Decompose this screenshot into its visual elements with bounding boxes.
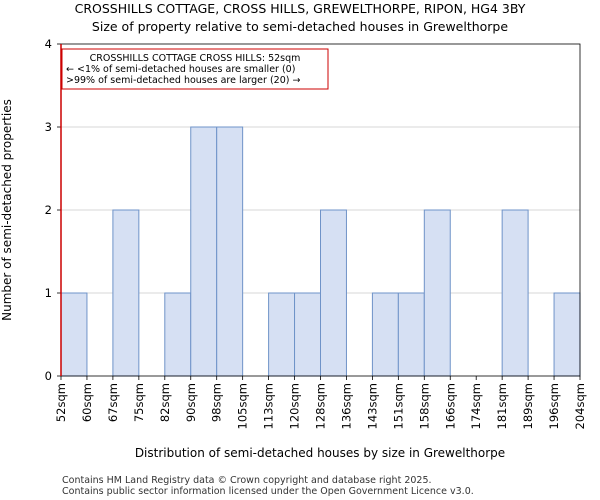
x-tick-label: 204sqm	[573, 383, 587, 429]
y-tick-label: 1	[45, 286, 52, 300]
chart-title: CROSSHILLS COTTAGE, CROSS HILLS, GREWELT…	[75, 1, 526, 16]
x-tick-label: 90sqm	[184, 383, 198, 422]
footer-line2: Contains public sector information licen…	[62, 486, 474, 497]
x-tick-label: 158sqm	[417, 383, 431, 429]
bar	[397, 292, 425, 377]
x-tick-label: 60sqm	[80, 383, 94, 422]
x-tick-label: 52sqm	[54, 383, 68, 422]
x-tick-label: 136sqm	[339, 383, 353, 429]
bar	[164, 292, 192, 377]
bar	[60, 292, 88, 377]
annotation-line3: >99% of semi-detached houses are larger …	[66, 75, 300, 86]
bar	[371, 292, 399, 377]
y-tick-label: 3	[45, 120, 52, 134]
annotation-line2: ← <1% of semi-detached houses are smalle…	[66, 64, 295, 75]
bar	[320, 209, 347, 377]
x-tick-label: 181sqm	[495, 383, 509, 429]
x-tick-label: 105sqm	[236, 383, 250, 429]
bar	[216, 126, 244, 377]
bars	[60, 126, 581, 377]
y-axis-label: Number of semi-detached properties	[0, 99, 14, 321]
x-tick-label: 75sqm	[132, 383, 146, 422]
footer-line1: Contains HM Land Registry data © Crown c…	[62, 475, 432, 486]
x-tick-label: 120sqm	[288, 383, 302, 429]
bar	[190, 126, 218, 377]
bar	[268, 292, 296, 377]
x-axis-label: Distribution of semi-detached houses by …	[135, 446, 505, 460]
x-tick-label: 113sqm	[262, 383, 276, 429]
bar	[112, 209, 140, 377]
y-tick-label: 0	[45, 369, 52, 383]
y-tick-label: 2	[45, 203, 52, 217]
x-tick-label: 151sqm	[391, 383, 405, 429]
y-tick-label: 4	[45, 37, 52, 51]
x-tick-label: 82sqm	[158, 383, 172, 422]
x-tick-label: 196sqm	[547, 383, 561, 429]
x-axis: 52sqm 60sqm 67sqm 75sqm 82sqm 90sqm 98sqm 105sq…	[54, 376, 587, 429]
x-tick-label: 166sqm	[443, 383, 457, 429]
x-tick-label: 98sqm	[210, 383, 224, 422]
annotation-box: CROSSHILLS COTTAGE CROSS HILLS: 52sqm ← …	[61, 48, 329, 90]
bar	[294, 292, 321, 377]
x-tick-label: 67sqm	[106, 383, 120, 422]
x-tick-label: 128sqm	[314, 383, 328, 429]
bar	[501, 209, 529, 377]
x-tick-label: 174sqm	[469, 383, 483, 429]
annotation-line1: CROSSHILLS COTTAGE CROSS HILLS: 52sqm	[90, 53, 301, 64]
bar	[423, 209, 451, 377]
bar	[553, 292, 581, 377]
y-axis: 0 1 2 3 4	[45, 37, 61, 383]
chart-subtitle: Size of property relative to semi-detach…	[92, 19, 508, 34]
x-tick-label: 189sqm	[521, 383, 535, 429]
x-tick-label: 143sqm	[365, 383, 379, 429]
